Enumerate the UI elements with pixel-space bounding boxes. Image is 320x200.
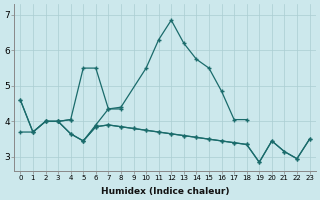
X-axis label: Humidex (Indice chaleur): Humidex (Indice chaleur) xyxy=(101,187,229,196)
